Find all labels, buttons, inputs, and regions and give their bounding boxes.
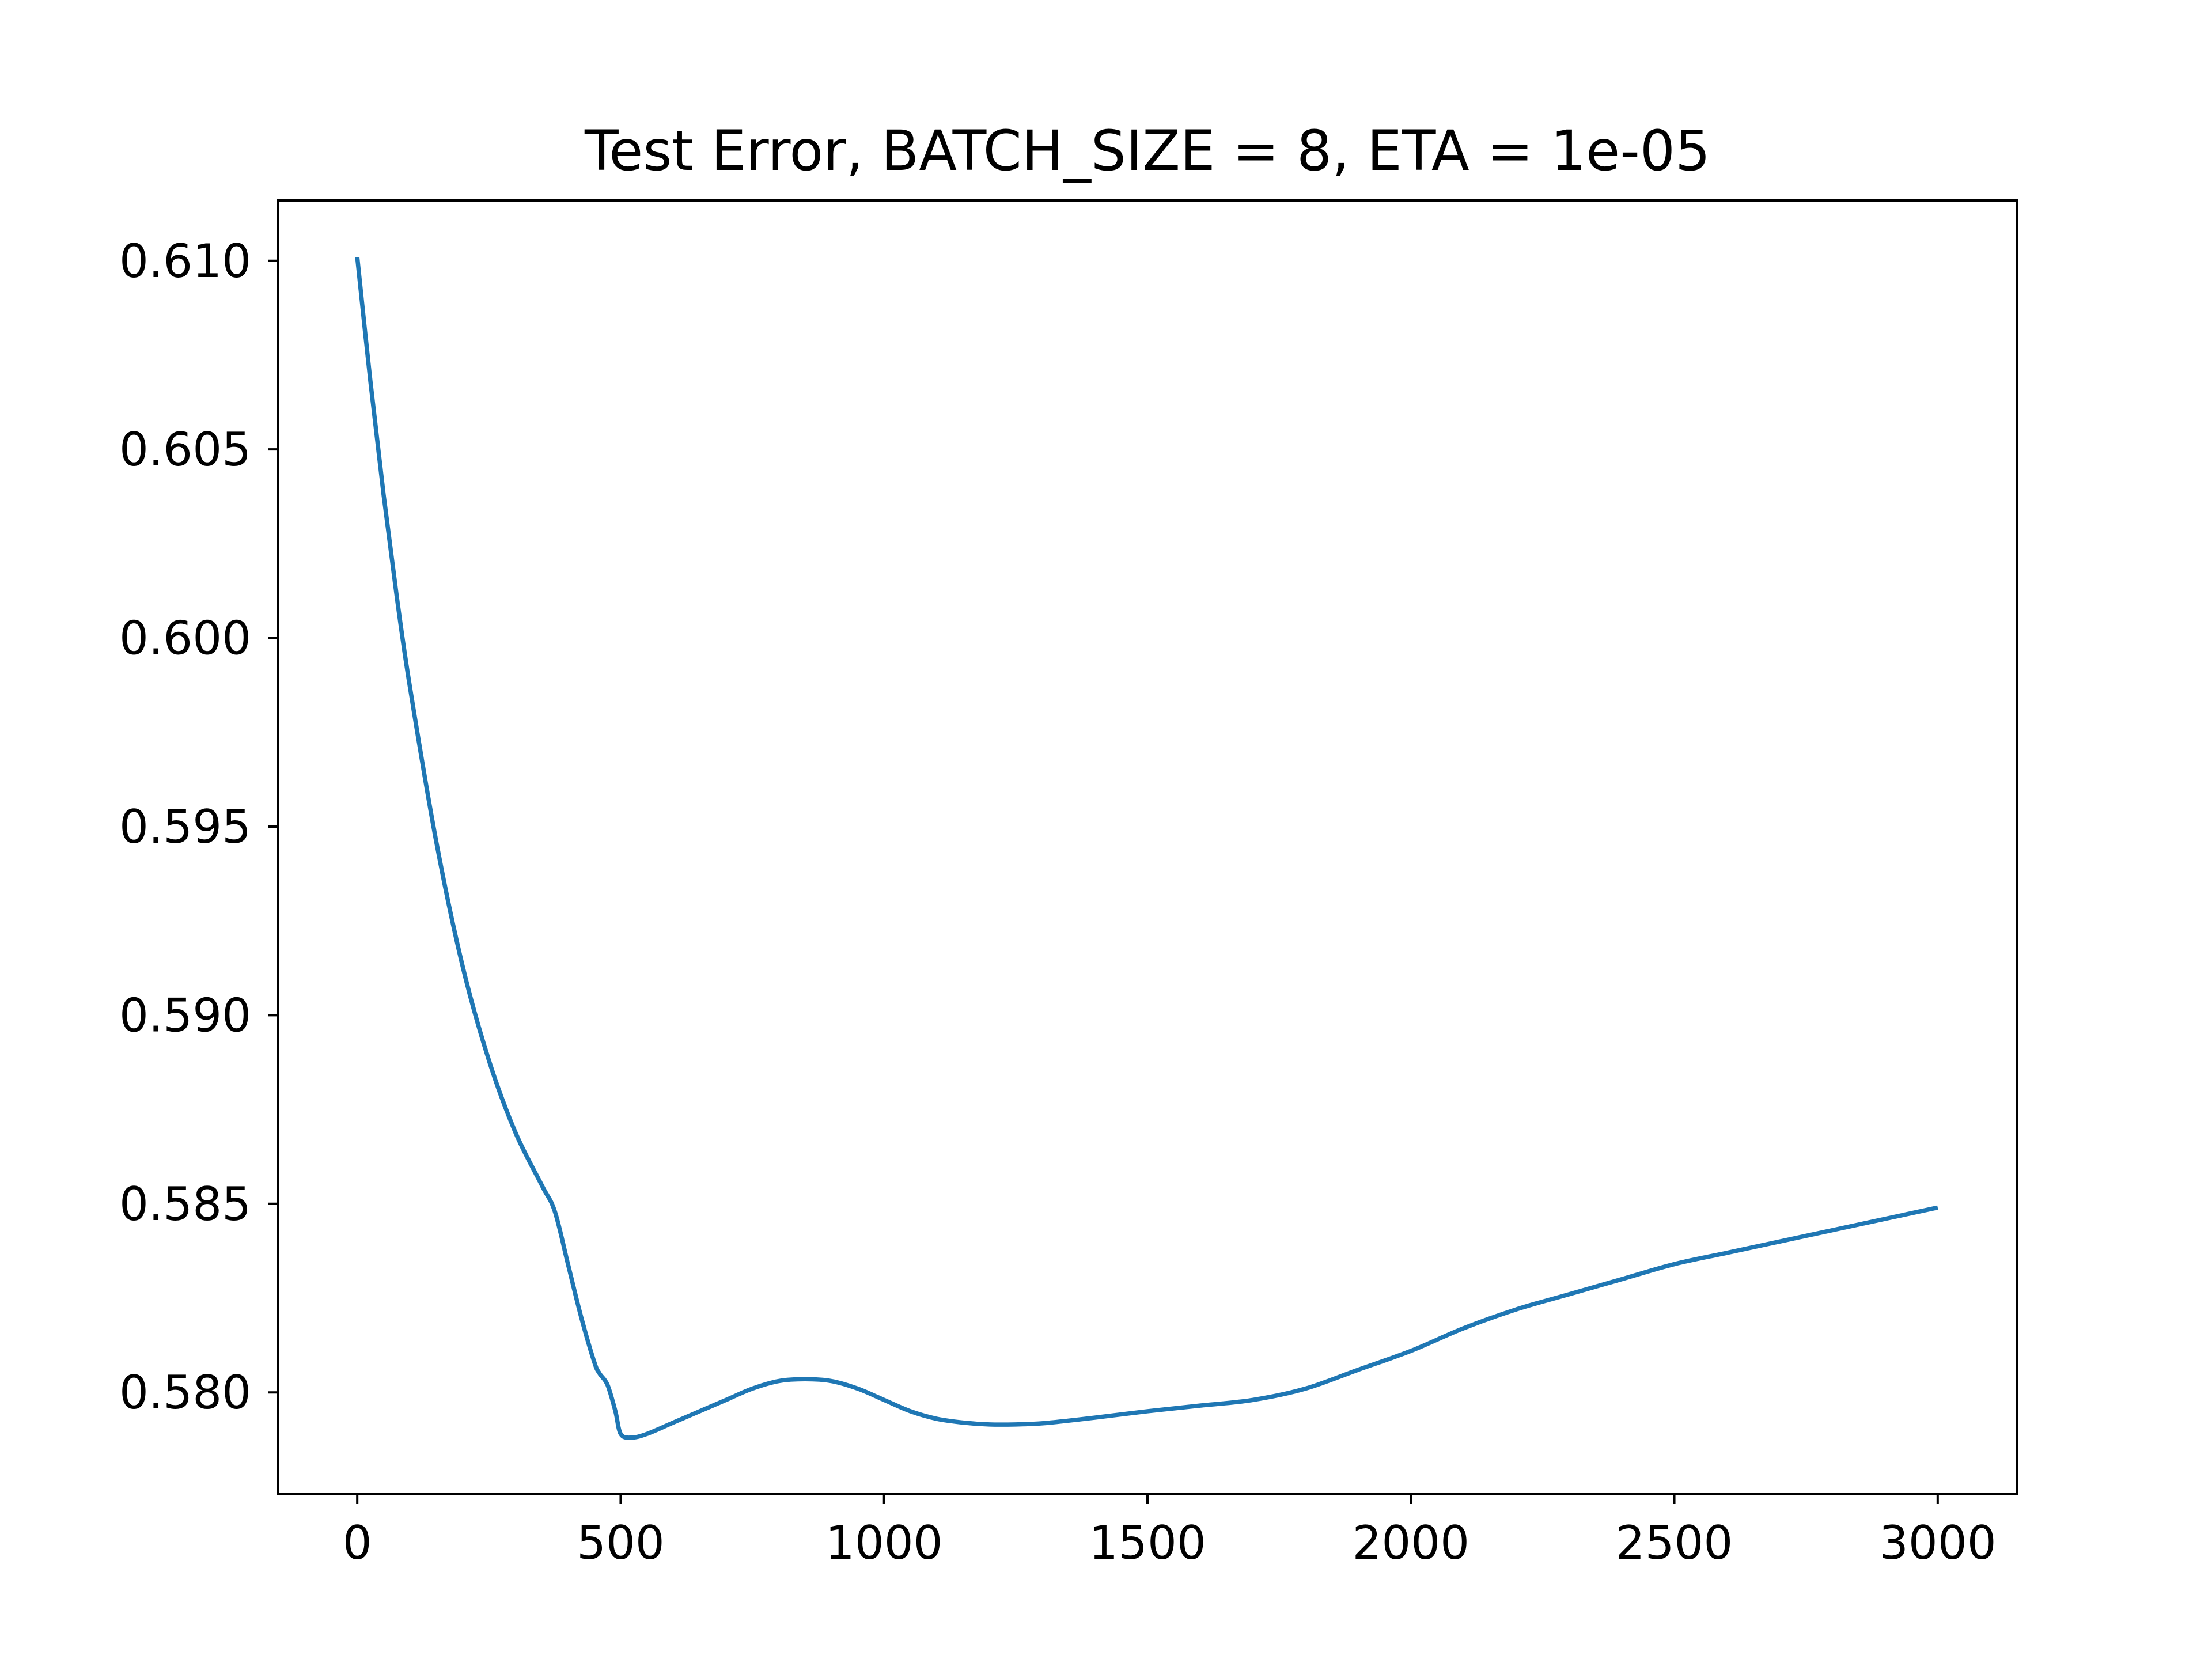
x-axis: 0 500 1000 1500 2000 2500 3000 <box>343 1494 1997 1570</box>
y-axis: 0.580 0.585 0.590 0.595 0.600 0.605 0.610 <box>119 234 278 1419</box>
y-tick-label: 0.600 <box>119 612 251 665</box>
x-tick-label: 1000 <box>825 1516 943 1570</box>
y-tick-label: 0.585 <box>119 1177 251 1231</box>
x-tick-label: 500 <box>577 1516 665 1570</box>
y-tick-label: 0.590 <box>119 988 251 1042</box>
y-tick-label: 0.595 <box>119 800 251 854</box>
y-tick-label: 0.605 <box>119 423 251 476</box>
plot-area-frame <box>277 199 2018 1495</box>
x-tick-label: 2500 <box>1616 1516 1733 1570</box>
x-tick-label: 1500 <box>1089 1516 1206 1570</box>
x-tick-label: 2000 <box>1352 1516 1469 1570</box>
x-tick-label: 0 <box>343 1516 372 1570</box>
y-tick-label: 0.580 <box>119 1366 251 1419</box>
chart-title: Test Error, BATCH_SIZE = 8, ETA = 1e-05 <box>584 119 1710 183</box>
y-tick-label: 0.610 <box>119 234 251 288</box>
test-error-line <box>355 256 1938 1440</box>
x-tick-label: 3000 <box>1879 1516 1997 1570</box>
